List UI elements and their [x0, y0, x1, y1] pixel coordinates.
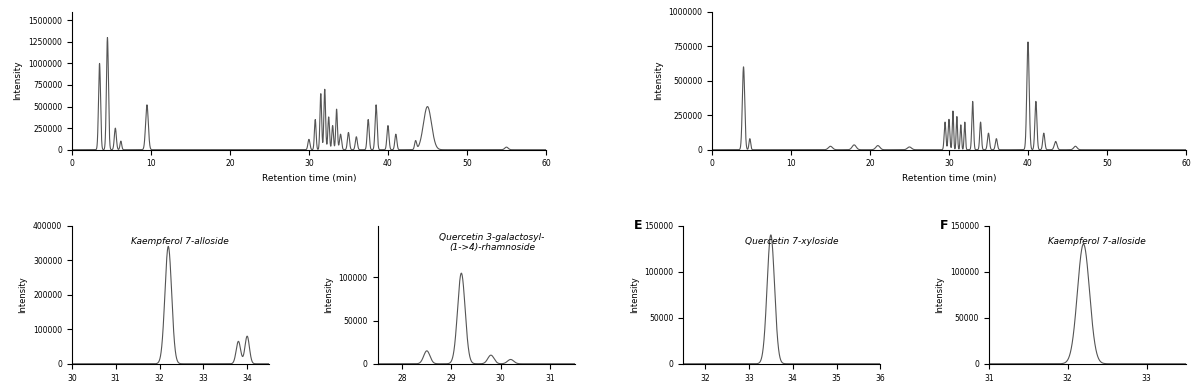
- Y-axis label: Intensity: Intensity: [630, 276, 639, 313]
- Text: Quercetin 3-galactosyl-
(1->4)-rhamnoside: Quercetin 3-galactosyl- (1->4)-rhamnosid…: [440, 233, 545, 252]
- Text: Quercetin 7-xyloside: Quercetin 7-xyloside: [745, 237, 839, 246]
- Y-axis label: Intensity: Intensity: [18, 276, 28, 313]
- X-axis label: Retention time (min): Retention time (min): [261, 174, 356, 183]
- Text: F: F: [939, 219, 948, 232]
- Y-axis label: Intensity: Intensity: [13, 61, 23, 101]
- Y-axis label: Intensity: Intensity: [936, 276, 944, 313]
- Y-axis label: Intensity: Intensity: [325, 276, 333, 313]
- Text: Kaempferol 7-alloside: Kaempferol 7-alloside: [1048, 237, 1146, 246]
- Text: E: E: [634, 219, 642, 232]
- Y-axis label: Intensity: Intensity: [654, 61, 662, 101]
- Text: Kaempferol 7-alloside: Kaempferol 7-alloside: [132, 237, 229, 246]
- X-axis label: Retention time (min): Retention time (min): [902, 174, 997, 183]
